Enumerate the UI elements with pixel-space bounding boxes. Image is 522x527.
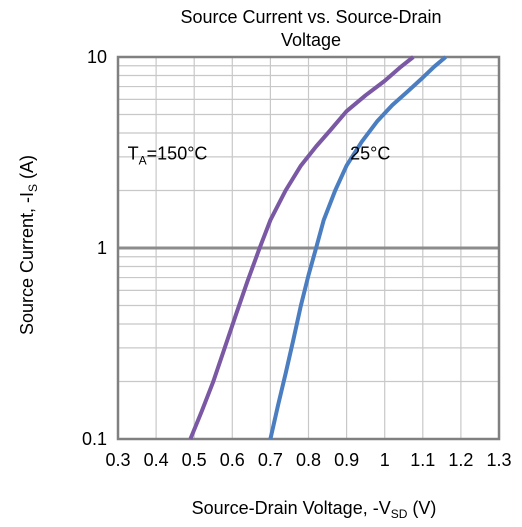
series-label: TA=150°C bbox=[128, 144, 208, 168]
chart-title: Voltage bbox=[281, 30, 341, 50]
x-tick-label: 1.3 bbox=[486, 450, 511, 470]
x-tick-label: 0.4 bbox=[144, 450, 169, 470]
series-label: 25°C bbox=[350, 144, 390, 164]
x-tick-label: 0.8 bbox=[296, 450, 321, 470]
series-line bbox=[268, 55, 447, 440]
plot-frame bbox=[116, 55, 501, 441]
chart-title: Source Current vs. Source-Drain bbox=[180, 7, 441, 27]
x-tick-label: 0.6 bbox=[220, 450, 245, 470]
x-axis-label: Source-Drain Voltage, -VSD (V) bbox=[192, 498, 437, 521]
x-tick-label: 0.7 bbox=[258, 450, 283, 470]
x-tick-label: 0.5 bbox=[182, 450, 207, 470]
series-line bbox=[188, 55, 415, 440]
y-tick-label: 1 bbox=[97, 238, 107, 258]
x-tick-label: 1.1 bbox=[410, 450, 435, 470]
x-tick-label: 1.2 bbox=[448, 450, 473, 470]
y-tick-label: 0.1 bbox=[82, 429, 107, 449]
x-tick-label: 0.9 bbox=[334, 450, 359, 470]
x-tick-label: 1 bbox=[380, 450, 390, 470]
x-tick-label: 0.3 bbox=[105, 450, 130, 470]
y-tick-label: 10 bbox=[87, 47, 107, 67]
y-axis-label: Source Current, -IS (A) bbox=[17, 155, 40, 335]
